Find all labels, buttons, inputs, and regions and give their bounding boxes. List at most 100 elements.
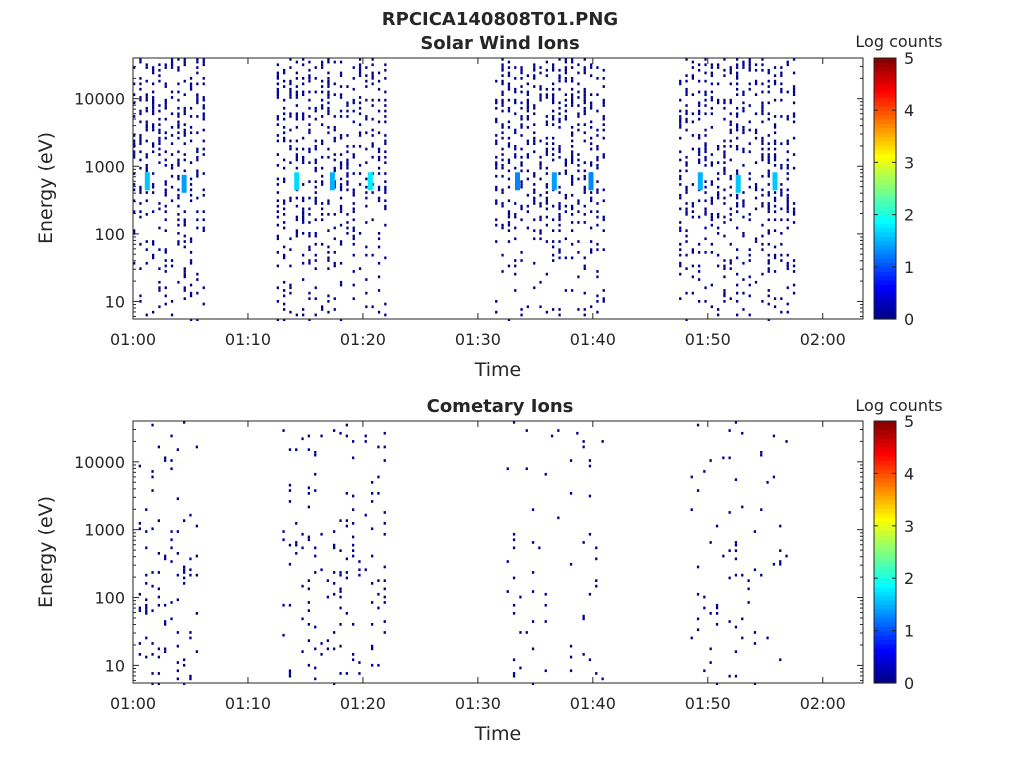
spectrogram-cell [302, 136, 305, 140]
spectrogram-cell [558, 126, 561, 129]
spectrogram-cell [177, 126, 180, 129]
spectrogram-cell [729, 82, 732, 86]
spectrogram-cell [345, 576, 348, 580]
spectrogram-cell [501, 270, 504, 273]
spectrogram-cell [590, 226, 593, 230]
spectrogram-cell [786, 264, 789, 268]
spectrogram-cell [754, 131, 758, 135]
spectrogram-cell [152, 112, 155, 116]
spectrogram-cell [352, 101, 355, 105]
spectrogram-cell [779, 549, 782, 552]
spectrogram-cell [158, 79, 161, 83]
spectrogram-cell [307, 623, 310, 626]
spectrogram-cell [177, 131, 180, 135]
spectrogram-cell [371, 82, 374, 86]
spectrogram-cell [723, 150, 726, 154]
spectrogram-cell [158, 153, 161, 156]
spectrogram-cell [365, 204, 368, 208]
spectrogram-cell [552, 158, 555, 162]
spectrogram-cell [288, 489, 292, 492]
spectrogram-cell [779, 560, 782, 563]
spectrogram-cell [339, 573, 342, 577]
spectrogram-cell [729, 120, 732, 124]
spectrogram-cell [512, 421, 516, 424]
colorbar-tick-label: 5 [904, 412, 914, 431]
spectrogram-cell [717, 66, 720, 69]
spectrogram-cell [196, 169, 199, 173]
spectrogram-cell [753, 683, 757, 685]
spectrogram-cell [773, 218, 777, 222]
spectrogram-cell [302, 207, 305, 211]
spectrogram-cell [384, 134, 387, 137]
spectrogram-cell [384, 139, 387, 143]
spectrogram-cell [512, 658, 516, 662]
spectrogram-cell [571, 66, 574, 69]
spectrogram-cell [295, 115, 298, 118]
spectrogram-cell [383, 579, 386, 582]
spectrogram-cell [283, 207, 286, 211]
spectrogram-cell [748, 218, 751, 222]
panel-title-cometary: Cometary Ions [427, 396, 574, 417]
spectrogram-cell [723, 68, 726, 72]
spectrogram-cell [183, 663, 186, 667]
spectrogram-cell [196, 278, 199, 281]
spectrogram-cell [685, 253, 688, 257]
spectrogram-cell [384, 161, 387, 164]
spectrogram-cell [189, 161, 193, 164]
spectrogram-cell [501, 204, 504, 208]
spectrogram-cell [773, 74, 777, 77]
spectrogram-cell [145, 573, 148, 577]
spectrogram-cell [283, 253, 286, 257]
spectrogram-cell [760, 508, 763, 511]
spectrogram-cell [685, 120, 688, 124]
spectrogram-cell [742, 232, 745, 235]
spectrogram-cell [164, 270, 167, 273]
spectrogram-cell [717, 253, 720, 257]
spectrogram-cell [365, 253, 368, 257]
colorbar-segment [874, 136, 896, 142]
colorbar-segment [874, 639, 896, 645]
spectrogram-cell [588, 658, 592, 662]
spectrogram-cell [358, 560, 361, 563]
spectrogram-cell [742, 191, 745, 194]
spectrogram-cell [583, 191, 586, 194]
spectrogram-cell [158, 289, 161, 292]
spectrogram-cell [507, 66, 511, 69]
spectrogram-cell [691, 210, 694, 213]
spectrogram-cell [371, 145, 374, 148]
spectrogram-cell [723, 294, 726, 298]
spectrogram-cell [558, 77, 561, 80]
spectrogram-cell [583, 204, 586, 208]
spectrogram-cell [327, 82, 330, 86]
spectrogram-cell [339, 623, 342, 626]
spectrogram-cell [786, 199, 789, 203]
spectrogram-cell [138, 592, 141, 596]
spectrogram-cell [773, 305, 777, 309]
spectrogram-cell [753, 642, 757, 645]
spectrogram-cell [583, 313, 586, 317]
spectrogram-cell [583, 58, 586, 61]
spectrogram-cell [698, 199, 701, 203]
spectrogram-cell [139, 150, 142, 154]
spectrogram-cell [176, 598, 179, 602]
spectrogram-cell [729, 267, 732, 270]
spectrogram-cell [710, 164, 713, 167]
spectrogram-cell [151, 683, 154, 685]
colorbar-segment [874, 490, 896, 496]
spectrogram-cell [526, 305, 529, 309]
spectrogram-cell [321, 308, 324, 311]
spectrogram-cell [596, 242, 599, 246]
spectrogram-cell [289, 96, 292, 99]
spectrogram-cell [145, 240, 148, 243]
spectrogram-cell [512, 532, 516, 536]
spectrogram-cell [327, 90, 330, 94]
spectrogram-cell [779, 562, 782, 566]
spectrogram-cell [596, 294, 599, 298]
spectrogram-cell [717, 193, 720, 197]
spectrogram-cell [145, 199, 148, 203]
spectrogram-cell [595, 579, 598, 582]
spectrogram-cell [588, 532, 592, 536]
spectrogram-cell [685, 79, 688, 83]
spectrogram-cell [525, 467, 528, 471]
spectrogram-cell [326, 647, 329, 651]
